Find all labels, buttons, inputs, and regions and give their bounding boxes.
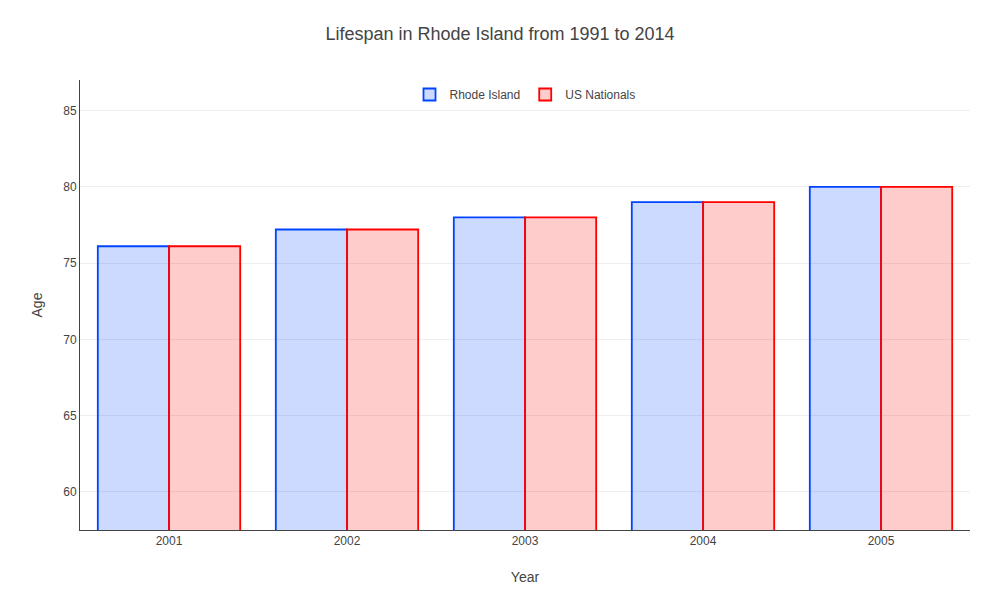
svg-text:75: 75: [63, 256, 77, 270]
svg-text:Lifespan in Rhode Island from: Lifespan in Rhode Island from 1991 to 20…: [325, 24, 674, 44]
svg-text:2002: 2002: [334, 534, 361, 548]
svg-text:Rhode Island: Rhode Island: [450, 88, 521, 102]
svg-text:US Nationals: US Nationals: [565, 88, 635, 102]
svg-text:2005: 2005: [868, 534, 895, 548]
svg-text:65: 65: [63, 409, 77, 423]
svg-text:Age: Age: [29, 292, 45, 317]
svg-text:2003: 2003: [512, 534, 539, 548]
svg-text:80: 80: [63, 180, 77, 194]
svg-text:60: 60: [63, 485, 77, 499]
svg-text:Year: Year: [511, 569, 540, 585]
svg-text:2001: 2001: [156, 534, 183, 548]
svg-text:70: 70: [63, 333, 77, 347]
svg-text:85: 85: [63, 104, 77, 118]
svg-text:2004: 2004: [690, 534, 717, 548]
